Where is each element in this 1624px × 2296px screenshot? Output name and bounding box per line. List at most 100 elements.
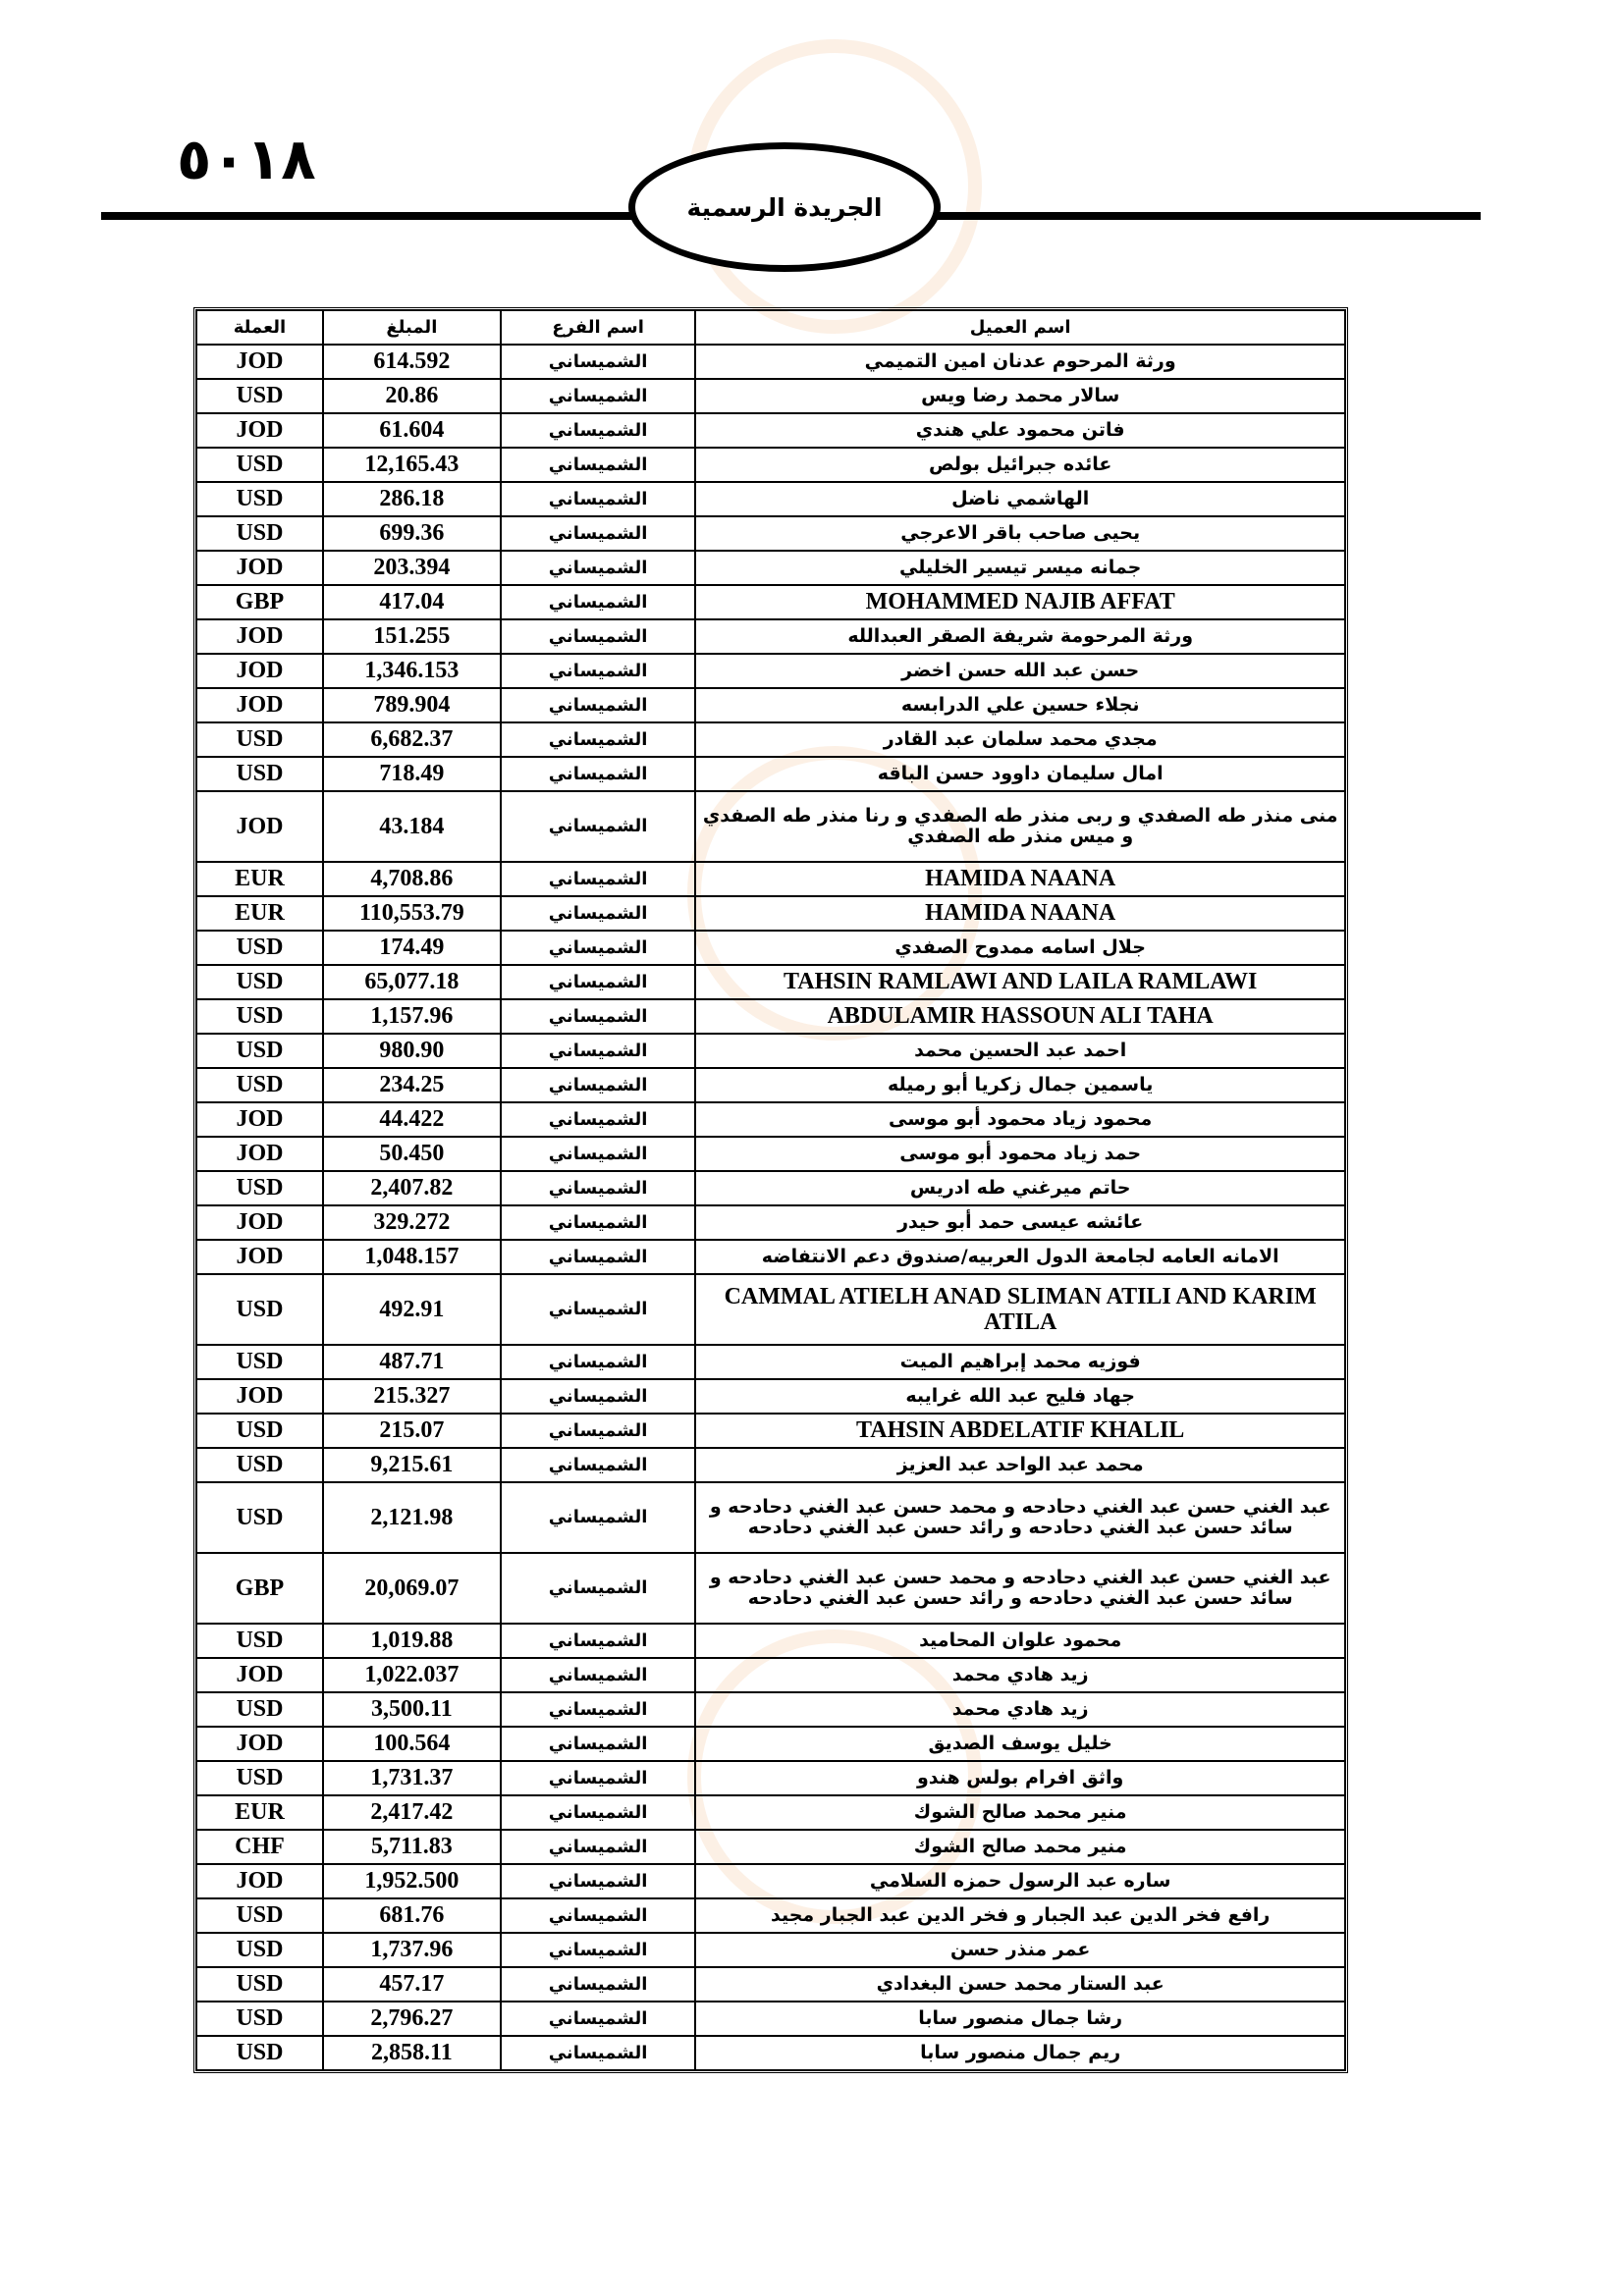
- branch-cell: الشميساني: [500, 1034, 696, 1068]
- client-name-cell: ياسمين جمال زكريا أبو رميله: [695, 1068, 1345, 1102]
- table-row: سالار محمد رضا ويس الشميساني 20.86 USD: [196, 379, 1345, 413]
- branch-cell: الشميساني: [500, 1727, 696, 1761]
- table-row: واثق افرام بولس هندو الشميساني 1,731.37 USD: [196, 1761, 1345, 1795]
- branch-cell: الشميساني: [500, 1137, 696, 1171]
- branch-cell: الشميساني: [500, 1553, 696, 1624]
- table-row: نجلاء حسين علي الدرابسه الشميساني 789.904 J…: [196, 688, 1345, 722]
- amount-cell: 4,708.86: [322, 862, 501, 896]
- table-row: رافع فخر الدين عبد الجبار و فخر الدين عب…: [196, 1898, 1345, 1933]
- client-name-cell: MOHAMMED NAJIB AFFAT: [695, 585, 1345, 619]
- amount-cell: 2,796.27: [322, 2002, 501, 2036]
- branch-cell: الشميساني: [500, 654, 696, 688]
- branch-cell: الشميساني: [500, 1864, 696, 1898]
- amount-cell: 50.450: [322, 1137, 501, 1171]
- client-name-cell: TAHSIN RAMLAWI AND LAILA RAMLAWI: [695, 965, 1345, 999]
- branch-cell: الشميساني: [500, 1448, 696, 1482]
- branch-cell: الشميساني: [500, 1830, 696, 1864]
- table-row: MOHAMMED NAJIB AFFAT الشميساني 417.04 GBP: [196, 585, 1345, 619]
- currency-cell: USD: [196, 757, 323, 791]
- header-amount: المبلغ: [322, 310, 501, 345]
- amount-cell: 1,737.96: [322, 1933, 501, 1967]
- table-row: فوزيه محمد إبراهيم الميت الشميساني 487.71 U…: [196, 1345, 1345, 1379]
- client-name-cell: نجلاء حسين علي الدرابسه: [695, 688, 1345, 722]
- branch-cell: الشميساني: [500, 619, 696, 654]
- currency-cell: JOD: [196, 1658, 323, 1692]
- amount-cell: 65,077.18: [322, 965, 501, 999]
- client-name-cell: عبد الغني حسن عبد الغني دحادحه و محمد حس…: [695, 1482, 1345, 1553]
- client-name-cell: عائشه عيسى حمد أبو حيدر: [695, 1205, 1345, 1240]
- table-row: حاتم ميرغني طه ادريس الشميساني 2,407.82 USD: [196, 1171, 1345, 1205]
- currency-cell: USD: [196, 999, 323, 1034]
- amount-cell: 2,121.98: [322, 1482, 501, 1553]
- amount-cell: 20.86: [322, 379, 501, 413]
- accounts-table: اسم العميل اسم الفرع المبلغ العملة ورثة …: [193, 307, 1348, 2073]
- currency-cell: GBP: [196, 1553, 323, 1624]
- client-name-cell: حاتم ميرغني طه ادريس: [695, 1171, 1345, 1205]
- client-name-cell: يحيى صاحب باقر الاعرجي: [695, 516, 1345, 551]
- table-row: فاتن محمود علي هندي الشميساني 61.604 JOD: [196, 413, 1345, 448]
- branch-cell: الشميساني: [500, 379, 696, 413]
- table-row: امال سليمان داوود حسن الباقه الشميساني 718…: [196, 757, 1345, 791]
- amount-cell: 492.91: [322, 1274, 501, 1345]
- currency-cell: USD: [196, 1034, 323, 1068]
- branch-cell: الشميساني: [500, 862, 696, 896]
- branch-cell: الشميساني: [500, 1379, 696, 1414]
- currency-cell: JOD: [196, 1205, 323, 1240]
- branch-cell: الشميساني: [500, 896, 696, 931]
- client-name-cell: محمد عبد الواحد عبد العزيز: [695, 1448, 1345, 1482]
- currency-cell: JOD: [196, 413, 323, 448]
- table-row: زيد هادي محمد الشميساني 3,500.11 USD: [196, 1692, 1345, 1727]
- currency-cell: USD: [196, 482, 323, 516]
- currency-cell: USD: [196, 722, 323, 757]
- currency-cell: JOD: [196, 688, 323, 722]
- branch-cell: الشميساني: [500, 1171, 696, 1205]
- amount-cell: 1,157.96: [322, 999, 501, 1034]
- table-row: عائشه عيسى حمد أبو حيدر الشميساني 329.272 J…: [196, 1205, 1345, 1240]
- table-row: محمود زياد محمود أبو موسى الشميساني 44.422…: [196, 1102, 1345, 1137]
- amount-cell: 1,048.157: [322, 1240, 501, 1274]
- currency-cell: USD: [196, 1482, 323, 1553]
- amount-cell: 203.394: [322, 551, 501, 585]
- amount-cell: 151.255: [322, 619, 501, 654]
- branch-cell: الشميساني: [500, 1240, 696, 1274]
- amount-cell: 215.327: [322, 1379, 501, 1414]
- currency-cell: USD: [196, 1068, 323, 1102]
- table-row: HAMIDA NAANA الشميساني 110,553.79 EUR: [196, 896, 1345, 931]
- table-header-row: اسم العميل اسم الفرع المبلغ العملة: [196, 310, 1345, 345]
- table-row: محمد عبد الواحد عبد العزيز الشميساني 9,215…: [196, 1448, 1345, 1482]
- amount-cell: 61.604: [322, 413, 501, 448]
- branch-cell: الشميساني: [500, 1205, 696, 1240]
- branch-cell: الشميساني: [500, 965, 696, 999]
- amount-cell: 329.272: [322, 1205, 501, 1240]
- table-row: ABDULAMIR HASSOUN ALI TAHA الشميساني 1,157…: [196, 999, 1345, 1034]
- amount-cell: 417.04: [322, 585, 501, 619]
- table-row: الامانه العامه لجامعة الدول العربيه/صندو…: [196, 1240, 1345, 1274]
- client-name-cell: محمود علوان المحاميد: [695, 1624, 1345, 1658]
- client-name-cell: عبد الغني حسن عبد الغني دحادحه و محمد حس…: [695, 1553, 1345, 1624]
- table-row: خليل يوسف الصديق الشميساني 100.564 JOD: [196, 1727, 1345, 1761]
- currency-cell: USD: [196, 448, 323, 482]
- branch-cell: الشميساني: [500, 448, 696, 482]
- branch-cell: الشميساني: [500, 1933, 696, 1967]
- amount-cell: 1,019.88: [322, 1624, 501, 1658]
- amount-cell: 718.49: [322, 757, 501, 791]
- amount-cell: 3,500.11: [322, 1692, 501, 1727]
- client-name-cell: ريم جمال منصور سابا: [695, 2036, 1345, 2070]
- client-name-cell: واثق افرام بولس هندو: [695, 1761, 1345, 1795]
- table-row: الهاشمي ناضل الشميساني 286.18 USD: [196, 482, 1345, 516]
- currency-cell: USD: [196, 1171, 323, 1205]
- amount-cell: 12,165.43: [322, 448, 501, 482]
- client-name-cell: امال سليمان داوود حسن الباقه: [695, 757, 1345, 791]
- branch-cell: الشميساني: [500, 551, 696, 585]
- currency-cell: USD: [196, 2002, 323, 2036]
- table-row: TAHSIN ABDELATIF KHALIL الشميساني 215.07 US…: [196, 1414, 1345, 1448]
- amount-cell: 1,022.037: [322, 1658, 501, 1692]
- client-name-cell: منى منذر طه الصفدي و ربى منذر طه الصفدي …: [695, 791, 1345, 862]
- amount-cell: 1,731.37: [322, 1761, 501, 1795]
- branch-cell: الشميساني: [500, 585, 696, 619]
- table-row: منى منذر طه الصفدي و ربى منذر طه الصفدي …: [196, 791, 1345, 862]
- currency-cell: JOD: [196, 345, 323, 379]
- amount-cell: 1,952.500: [322, 1864, 501, 1898]
- header-oval: الجريدة الرسمية: [628, 142, 941, 272]
- table-row: جلال اسامه ممدوح الصفدي الشميساني 174.49 US…: [196, 931, 1345, 965]
